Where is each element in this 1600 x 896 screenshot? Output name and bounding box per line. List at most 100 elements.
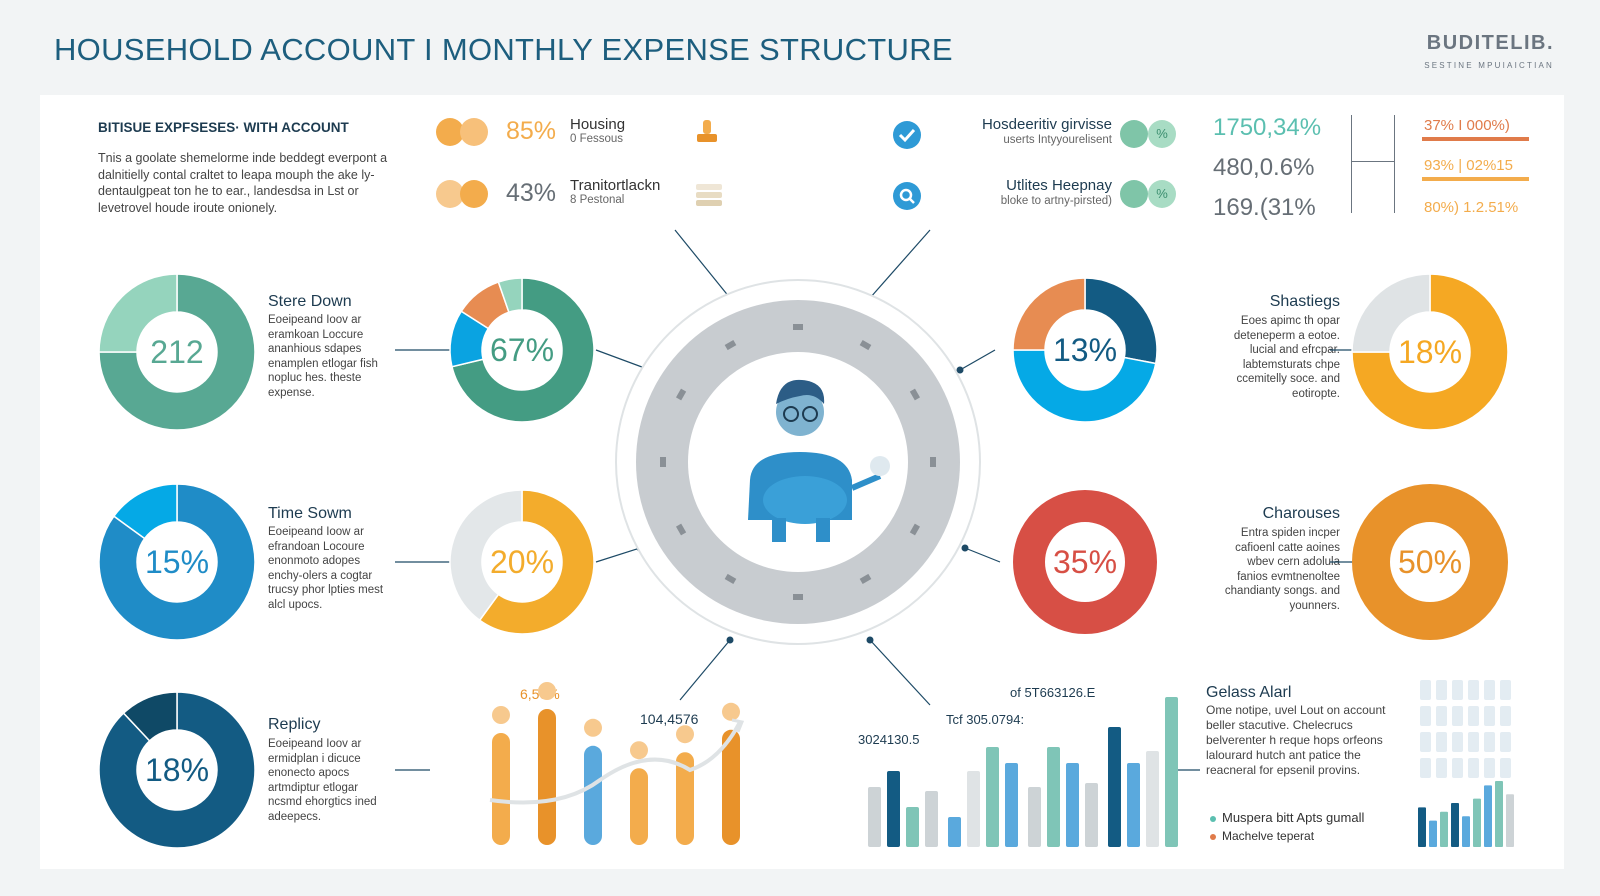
bar-chart-2-bar bbox=[1028, 787, 1041, 847]
ring-stere-desc: Eoeipeand Ioov ar eramkoan Loccure ananh… bbox=[268, 314, 378, 399]
coin-icon bbox=[436, 118, 496, 148]
tag-housing-label: Housing bbox=[570, 116, 626, 133]
connector-line bbox=[674, 229, 731, 299]
bar-chart-2-bar bbox=[1005, 763, 1018, 847]
donut-13-center-label: 13% bbox=[1053, 332, 1117, 368]
bar-chart-1-marker bbox=[630, 741, 648, 760]
service-2-title: Utlites Heepnay bbox=[1006, 177, 1112, 194]
bar-chart-3-grid-cell bbox=[1468, 680, 1479, 700]
bar-annotation: 3024130.5 bbox=[858, 732, 920, 747]
connector-line bbox=[964, 547, 1001, 563]
ring-replicy-title: Replicy bbox=[268, 716, 321, 733]
ring-replicy-desc: Eoeipeand Ioov ar ermidplan i dicuce eno… bbox=[268, 738, 377, 823]
donut-shastiegs-slice bbox=[1351, 273, 1509, 431]
bar-chart-3-grid-cell bbox=[1484, 706, 1495, 726]
dial-tick bbox=[793, 594, 803, 600]
person-head-icon bbox=[776, 388, 824, 436]
small-stat-2: 93% | 02%15 bbox=[1424, 157, 1513, 174]
bar-annotation: Tcf 305.0794: bbox=[946, 712, 1025, 727]
bar-chart-3-bar bbox=[1506, 794, 1514, 847]
dial-tick bbox=[675, 388, 687, 401]
side-body: Ome notipe, uvel Lout on account beller … bbox=[1206, 703, 1386, 777]
bar-chart-2-bar bbox=[1127, 763, 1140, 847]
ring-charouses-desc: Entra spiden incper cafioenl catte aoine… bbox=[1224, 527, 1340, 612]
bar-annotation: 104,4576 bbox=[640, 711, 699, 727]
bar-chart-3-grid-cell bbox=[1484, 732, 1495, 752]
bar-chart-3-grid-cell bbox=[1436, 732, 1447, 752]
bar-chart-3-grid-cell bbox=[1420, 758, 1431, 778]
bar-chart-1-marker bbox=[538, 682, 556, 700]
donut-charouses-center-label: 50% bbox=[1398, 544, 1462, 580]
bar-chart-2-bar bbox=[948, 817, 961, 847]
connector-dot bbox=[961, 544, 969, 552]
small-stat-3: 80%) 1.2.51% bbox=[1424, 199, 1519, 216]
connector-dot bbox=[866, 636, 874, 644]
donut-time-slice bbox=[98, 483, 256, 641]
bar-chart-3-bar bbox=[1462, 816, 1470, 847]
bar-chart-3-grid-cell bbox=[1420, 732, 1431, 752]
dial-tick bbox=[675, 523, 687, 536]
legend-item: Machelve teperat bbox=[1210, 829, 1314, 843]
bar-chart-2-bar bbox=[967, 771, 980, 847]
bar-chart-2-bar bbox=[868, 787, 881, 847]
coin-icon bbox=[436, 180, 496, 210]
connector-line bbox=[869, 229, 931, 299]
connector-line bbox=[595, 547, 641, 563]
bar-chart-3-grid-cell bbox=[1436, 758, 1447, 778]
bar-chart-3-bar bbox=[1495, 781, 1503, 847]
donut-35-slice bbox=[1013, 490, 1157, 634]
ring-stere-title: Stere Down bbox=[268, 293, 352, 310]
brand-name: BUDITELIB. bbox=[1426, 32, 1554, 54]
bar-chart-1-trend-arrow bbox=[731, 718, 745, 733]
dial-tick bbox=[930, 457, 936, 467]
brand-logo: BUDITELIB. SESTINE MPUIAICTIAN bbox=[1384, 32, 1554, 70]
bar-chart-1-bar bbox=[584, 745, 602, 845]
glasses-icon bbox=[783, 406, 799, 422]
bar-chart-2-bar bbox=[1146, 751, 1159, 847]
connector-line bbox=[959, 349, 996, 371]
stat-2-value: 480,0.6% bbox=[1213, 154, 1315, 181]
bar-chart-1-bar bbox=[676, 752, 694, 845]
bar-chart-2-bar bbox=[906, 807, 919, 847]
donut-replicy-center-label: 18% bbox=[145, 752, 209, 788]
person-hair-icon bbox=[776, 379, 825, 404]
bar-chart-3-bar bbox=[1429, 820, 1437, 847]
side-title: Gelass Alarl bbox=[1206, 684, 1292, 701]
donut-stere-center-label: 212 bbox=[150, 334, 203, 370]
stat-3-value: 169.(31% bbox=[1213, 194, 1316, 221]
donut-67-center-label: 67% bbox=[490, 332, 554, 368]
bar-chart-2-bar bbox=[887, 771, 900, 847]
bar-chart-3-grid-cell bbox=[1468, 706, 1479, 726]
bar-chart-3-grid-cell bbox=[1484, 680, 1495, 700]
ring-shastiegs-title: Shastiegs bbox=[1269, 293, 1340, 310]
small-stat-1: 37% I 000%) bbox=[1424, 117, 1510, 134]
coin-stack-icon bbox=[695, 182, 723, 210]
service-2-badge: % bbox=[1148, 180, 1176, 208]
bar-chart-2-bar bbox=[1047, 747, 1060, 847]
dial-tick bbox=[724, 339, 737, 351]
donut-67-slice bbox=[451, 277, 595, 423]
tag-transport-label: Tranitortlackn bbox=[570, 177, 661, 194]
bar-chart-3-bar bbox=[1440, 811, 1448, 847]
dial-tick bbox=[724, 573, 737, 585]
intro-title: BITISUE EXPFSESES· WITH ACCOUNT bbox=[98, 120, 349, 135]
donut-stere-slice bbox=[98, 273, 256, 431]
donut-shastiegs-slice bbox=[1351, 273, 1431, 353]
ring-charouses-title: Charouses bbox=[1262, 505, 1340, 522]
dial-tick bbox=[859, 339, 872, 351]
donut-13-slice bbox=[1012, 277, 1086, 351]
piggy-bank-icon bbox=[763, 476, 847, 524]
divider bbox=[1394, 115, 1395, 213]
bar-chart-1-bar bbox=[630, 768, 648, 845]
bar-chart-3-grid-cell bbox=[1452, 680, 1463, 700]
legend-item: Muspera bitt Apts gumall bbox=[1210, 810, 1364, 825]
chat-bubble-icon: % bbox=[1120, 120, 1182, 152]
piggy-leg-icon bbox=[772, 518, 786, 542]
tag-transport-sub: 8 Pestonal bbox=[570, 194, 625, 206]
donut-replicy-slice bbox=[98, 691, 256, 849]
tag-housing-sub: 0 Fessous bbox=[570, 133, 624, 145]
stat-1-value: 1750,34% bbox=[1213, 114, 1322, 141]
dial-tick bbox=[793, 324, 803, 330]
bar-chart-3-grid-cell bbox=[1452, 758, 1463, 778]
donut-20-slice bbox=[449, 489, 523, 622]
